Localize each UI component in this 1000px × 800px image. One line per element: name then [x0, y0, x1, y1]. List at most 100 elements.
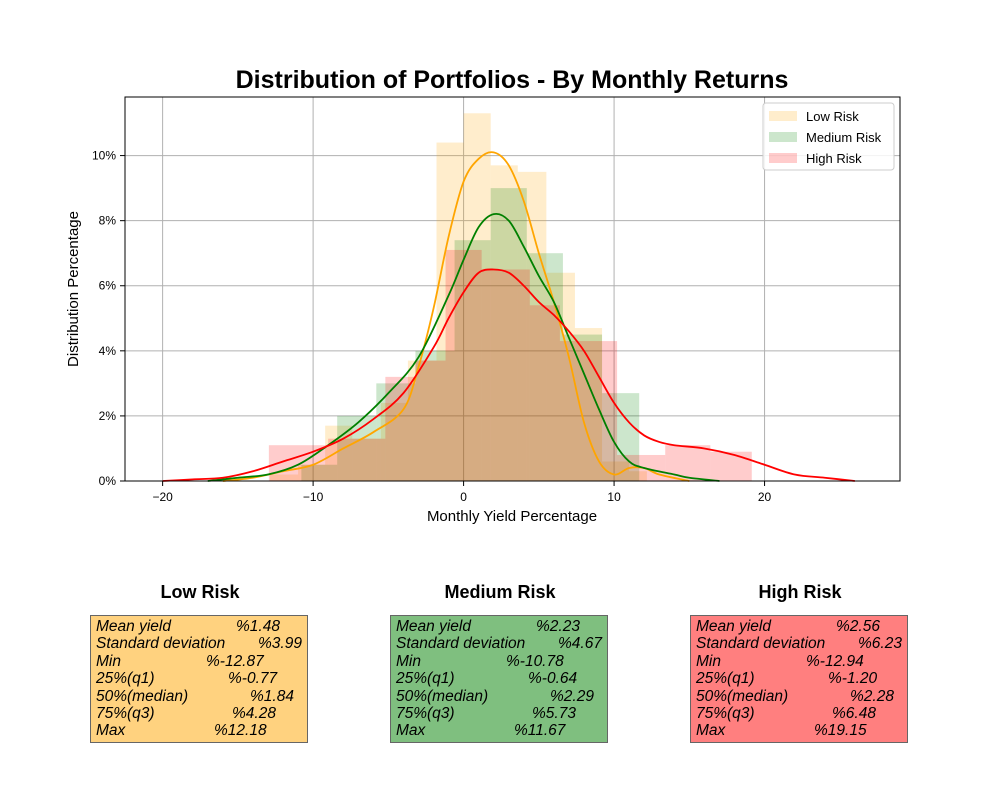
stats-box: Mean yield %2.56 Standard deviation %6.23 Mi…	[690, 615, 908, 743]
legend-label: Low Risk	[806, 109, 859, 124]
kde-line	[222, 151, 690, 482]
stats-row: Standard deviation %6.23	[696, 635, 907, 652]
x-axis-label: Monthly Yield Percentage	[427, 508, 597, 525]
y-tick-label: 4%	[99, 344, 117, 358]
hist-bar	[415, 350, 455, 481]
histogram-bars	[268, 113, 752, 482]
distribution-chart: Distribution of Portfolios - By Monthly …	[65, 66, 901, 525]
x-tick-label: −10	[303, 490, 324, 504]
hist-bar	[352, 438, 381, 481]
stats-row: Min %-12.94	[696, 653, 907, 670]
chart-title: Distribution of Portfolios - By Monthly …	[236, 66, 789, 94]
hist-bar	[546, 272, 575, 481]
stats-label: Standard deviation	[96, 635, 226, 653]
stats-value: %6.48	[832, 704, 876, 722]
kde-line	[162, 268, 855, 482]
y-tick-label: 2%	[99, 409, 117, 423]
hist-bar	[526, 253, 563, 481]
stats-row: 50%(median) %2.28	[696, 688, 907, 705]
hist-bar	[629, 471, 647, 481]
stats-value: %1.84	[250, 687, 294, 705]
axis-ticks: −20 −10 0 10 20 0% 2% 4% 6% 8% 10%	[92, 149, 772, 504]
stats-value: %-1.20	[828, 670, 878, 688]
legend-swatch	[769, 111, 797, 121]
stats-box: Mean yield %2.23 Standard deviation %4.67 Mi…	[390, 615, 608, 743]
hist-bar	[602, 393, 640, 481]
stats-label: Min	[96, 652, 121, 670]
stats-value: %12.18	[214, 722, 267, 740]
stats-title: High Risk	[758, 582, 842, 602]
hist-bar	[559, 341, 618, 481]
stats-row: 75%(q3) %5.73	[396, 705, 607, 722]
legend-box	[762, 102, 895, 171]
x-tick-label: −20	[152, 490, 173, 504]
stats-label: Mean yield	[96, 618, 171, 635]
stats-row: Standard deviation %3.99	[96, 635, 307, 652]
stats-value: %-12.94	[806, 652, 864, 670]
stats-value: %2.29	[550, 687, 594, 705]
stats-value: %-12.87	[206, 652, 264, 670]
stats-label: Max	[96, 722, 126, 740]
legend: Low Risk Medium Risk High Risk	[762, 102, 895, 171]
stats-label: Standard deviation	[696, 635, 826, 653]
stats-label: Mean yield	[696, 618, 771, 635]
stats-label: 75%(q3)	[696, 704, 755, 722]
stats-label: Max	[396, 722, 426, 740]
stats-value: %-0.77	[228, 670, 278, 688]
stats-row: 25%(q1) %-0.64	[396, 670, 607, 687]
stats-value: %1.48	[236, 618, 280, 635]
y-tick-label: 10%	[92, 149, 116, 163]
stats-row: 25%(q1) %-1.20	[696, 670, 907, 687]
stats-label: 75%(q3)	[96, 704, 155, 722]
y-tick-label: 6%	[99, 279, 117, 293]
stats-value: %3.99	[258, 635, 302, 653]
hist-bar	[269, 474, 299, 481]
hist-bar	[328, 438, 386, 481]
stats-value: %4.67	[558, 635, 602, 653]
stats-value: %2.56	[836, 618, 880, 635]
stats-value: %19.15	[814, 722, 867, 740]
hist-bar	[380, 402, 408, 481]
hist-bar	[665, 445, 711, 481]
stats-row: Standard deviation %4.67	[396, 635, 607, 652]
legend-label: Medium Risk	[806, 130, 882, 145]
stats-row: Max %11.67	[396, 722, 607, 739]
hist-bar	[463, 113, 491, 482]
stats-value: %5.73	[532, 704, 576, 722]
stats-label: Max	[696, 722, 726, 740]
hist-bar	[529, 305, 560, 481]
plot-frame	[124, 96, 901, 482]
y-tick-label: 8%	[99, 214, 117, 228]
stats-row: Max %12.18	[96, 722, 307, 739]
stats-row: 50%(median) %2.29	[396, 688, 607, 705]
hist-bar	[445, 249, 482, 481]
stats-label: 25%(q1)	[696, 670, 755, 688]
hist-bar	[602, 461, 630, 481]
stats-row: Mean yield %2.56	[696, 618, 907, 635]
stats-row: 75%(q3) %6.48	[696, 705, 907, 722]
x-tick-label: 20	[758, 490, 772, 504]
hist-bar	[490, 165, 518, 481]
hist-bar	[517, 171, 547, 481]
stats-label: 50%(median)	[96, 687, 189, 705]
stats-value: %-10.78	[506, 652, 564, 670]
stats-row: 25%(q1) %-0.77	[96, 670, 307, 687]
stats-row: Min %-10.78	[396, 653, 607, 670]
stats-label: Mean yield	[396, 618, 471, 635]
stats-row: Mean yield %2.23	[396, 618, 607, 635]
stats-label: 50%(median)	[396, 687, 489, 705]
stats-label: 75%(q3)	[396, 704, 455, 722]
stats-title: Low Risk	[160, 582, 240, 602]
y-axis-label: Distribution Percentage	[65, 211, 82, 367]
x-tick-label: 10	[607, 490, 621, 504]
y-tick-label: 0%	[99, 474, 117, 488]
kde-curves	[162, 151, 855, 482]
stats-box: Mean yield %1.48 Standard deviation %3.99 Mi…	[90, 615, 308, 743]
stats-row: Max %19.15	[696, 722, 907, 739]
stats-label: 25%(q1)	[96, 670, 155, 688]
stats-label: 50%(median)	[696, 687, 789, 705]
legend-swatch	[769, 153, 797, 163]
hist-bar	[490, 188, 527, 481]
stats-value: %2.23	[536, 618, 580, 635]
stats-value: %4.28	[232, 704, 276, 722]
